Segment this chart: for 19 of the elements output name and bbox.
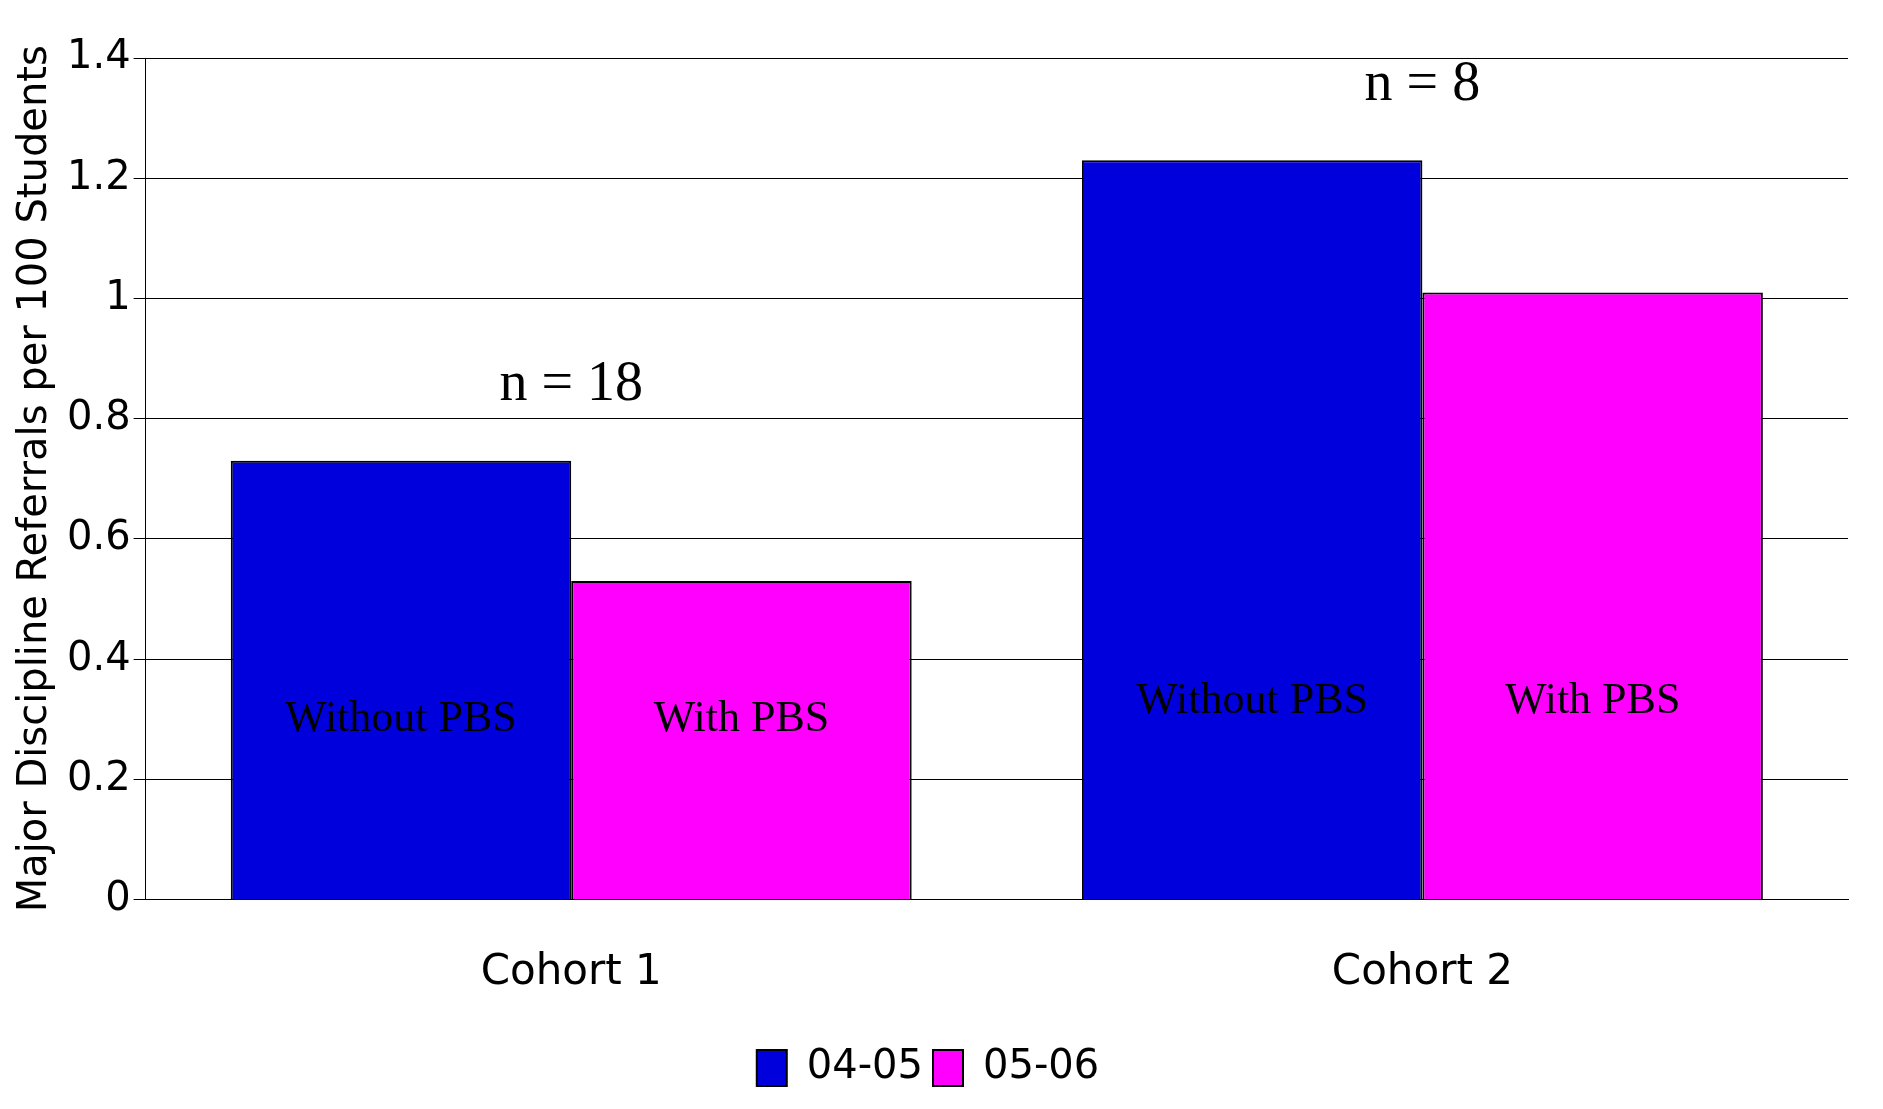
y-tick-label: 1.4: [66, 31, 131, 78]
annotation: With PBS: [653, 691, 830, 741]
y-tick-label: 0.8: [66, 392, 131, 439]
annotation: n = 8: [1364, 49, 1481, 112]
y-tick-label: 0.4: [66, 632, 131, 679]
legend-label: 04-05: [806, 1041, 923, 1088]
legend-label: 05-06: [983, 1041, 1100, 1088]
annotation: With PBS: [1504, 673, 1681, 723]
y-tick-label: 1.2: [66, 151, 131, 198]
x-tick-label: Cohort 2: [1331, 944, 1513, 994]
y-tick-label: 0.2: [66, 752, 131, 799]
y-tick-label: 0.6: [66, 512, 131, 559]
y-axis-title: Major Discipline Referrals per 100 Students: [9, 45, 56, 913]
x-tick-label: Cohort 1: [480, 944, 662, 994]
y-tick-label: 0: [105, 872, 131, 919]
annotation: n = 18: [499, 350, 644, 413]
y-tick-label: 1: [105, 271, 131, 318]
annotation: Without PBS: [285, 691, 517, 741]
annotation: Without PBS: [1136, 673, 1369, 723]
